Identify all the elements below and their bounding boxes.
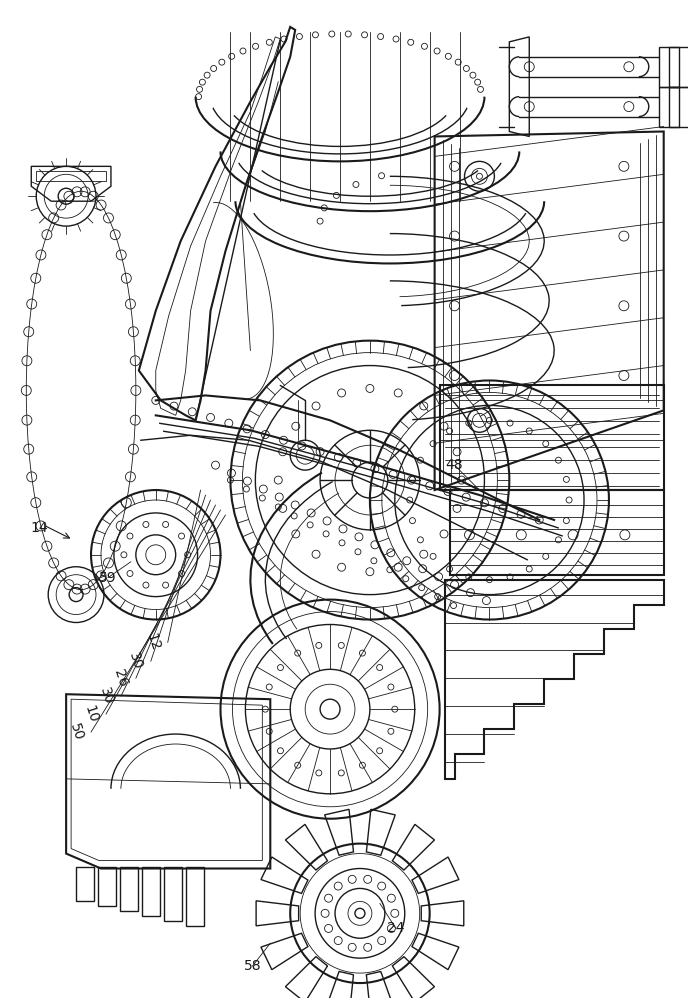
Text: 30: 30 — [96, 686, 115, 707]
Text: 58: 58 — [243, 959, 261, 973]
Text: 48: 48 — [446, 458, 464, 472]
Text: 59: 59 — [99, 571, 116, 585]
Text: 26: 26 — [112, 668, 130, 689]
Text: 50: 50 — [67, 722, 85, 743]
Text: 30: 30 — [127, 651, 145, 672]
Text: 10: 10 — [81, 704, 101, 725]
Text: 24: 24 — [387, 921, 404, 935]
Text: 12: 12 — [143, 632, 162, 653]
Text: 14: 14 — [30, 521, 48, 535]
